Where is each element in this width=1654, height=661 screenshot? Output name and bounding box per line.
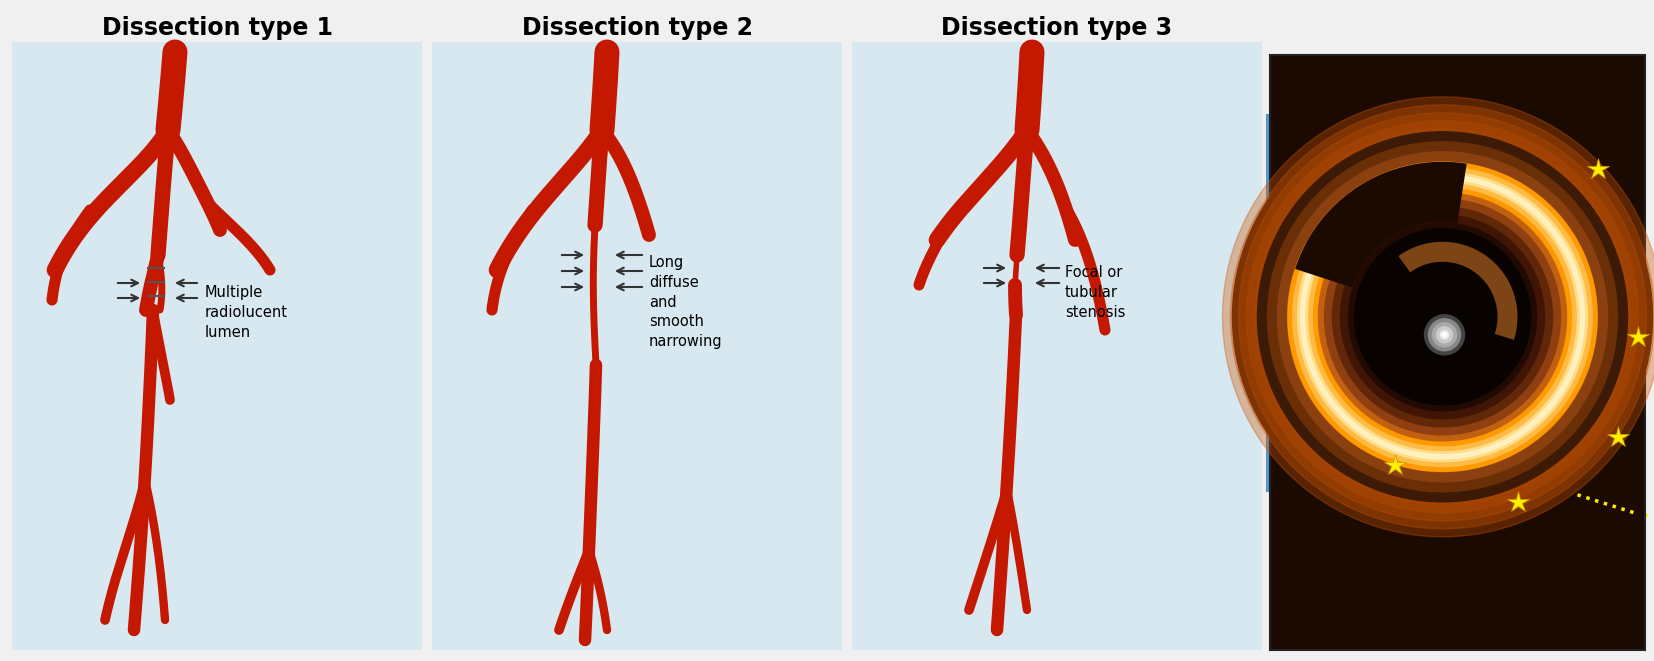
Circle shape	[1310, 185, 1575, 449]
Circle shape	[1279, 153, 1606, 481]
Circle shape	[1340, 215, 1545, 419]
Circle shape	[1325, 199, 1560, 435]
Circle shape	[1257, 132, 1628, 502]
Circle shape	[1432, 323, 1457, 347]
Text: Dissection type 2: Dissection type 2	[521, 16, 753, 40]
Circle shape	[1318, 193, 1566, 441]
Bar	[852, 42, 1262, 650]
Circle shape	[1231, 105, 1654, 529]
Text: Dissection type 1: Dissection type 1	[101, 16, 332, 40]
Polygon shape	[1295, 162, 1467, 288]
Circle shape	[1262, 137, 1623, 497]
Circle shape	[1295, 169, 1591, 465]
Circle shape	[1300, 175, 1585, 459]
Circle shape	[1239, 113, 1646, 521]
Circle shape	[1254, 129, 1631, 505]
Circle shape	[1348, 223, 1537, 410]
Circle shape	[1424, 315, 1464, 355]
Circle shape	[1318, 192, 1568, 442]
Circle shape	[1429, 319, 1460, 351]
Circle shape	[1287, 161, 1598, 473]
Bar	[12, 42, 422, 650]
Circle shape	[1302, 176, 1583, 457]
Circle shape	[1295, 169, 1591, 465]
Circle shape	[1333, 207, 1553, 427]
Polygon shape	[1398, 242, 1517, 340]
Circle shape	[1305, 178, 1581, 455]
Circle shape	[1222, 97, 1654, 537]
Text: Multiple
radiolucent
lumen: Multiple radiolucent lumen	[205, 285, 288, 340]
Circle shape	[1441, 330, 1449, 339]
Text: Dissection type 3: Dissection type 3	[941, 16, 1173, 40]
Circle shape	[1358, 232, 1528, 402]
Circle shape	[1287, 162, 1598, 472]
Circle shape	[1437, 327, 1452, 343]
Circle shape	[1232, 107, 1652, 527]
Circle shape	[1327, 201, 1558, 433]
Circle shape	[1247, 121, 1639, 513]
Bar	[1270, 55, 1646, 650]
Bar	[432, 42, 842, 650]
Circle shape	[1267, 142, 1618, 492]
Circle shape	[1270, 145, 1614, 488]
Circle shape	[1442, 332, 1447, 337]
Circle shape	[1310, 185, 1575, 449]
Text: Long
diffuse
and
smooth
narrowing: Long diffuse and smooth narrowing	[648, 255, 723, 349]
Circle shape	[1355, 229, 1530, 405]
Text: Focal or
tubular
stenosis: Focal or tubular stenosis	[1065, 265, 1125, 320]
Circle shape	[1335, 209, 1550, 425]
Circle shape	[1277, 152, 1608, 482]
